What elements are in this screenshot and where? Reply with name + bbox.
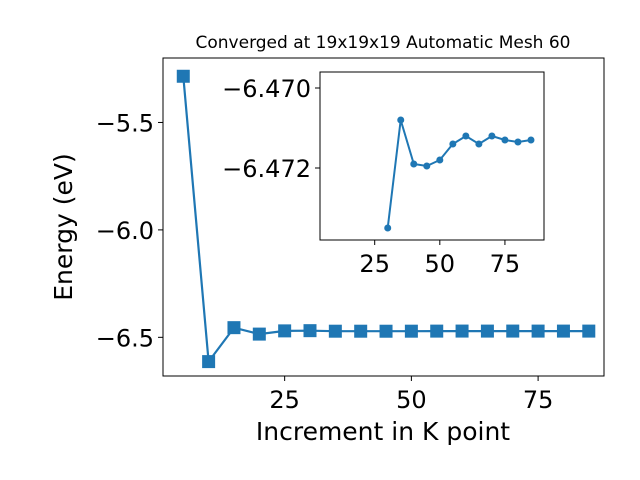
main-data-point bbox=[404, 324, 418, 338]
inset-data-point bbox=[410, 160, 418, 168]
main-data-point bbox=[202, 355, 216, 369]
main-data-point bbox=[176, 69, 190, 83]
main-data-point bbox=[506, 324, 520, 338]
main-data-point bbox=[531, 324, 545, 338]
main-data-point bbox=[556, 324, 570, 338]
inset-data-point bbox=[423, 162, 431, 170]
main-data-point bbox=[455, 324, 469, 338]
main-data-point bbox=[278, 324, 292, 338]
main-y-tick-label: −6.5 bbox=[96, 324, 154, 352]
inset-y-tick-label: −6.472 bbox=[222, 155, 311, 183]
inset-data-point bbox=[475, 140, 483, 148]
main-x-tick-label: 25 bbox=[269, 386, 300, 414]
inset-data-point bbox=[397, 116, 405, 124]
inset-frame bbox=[319, 71, 545, 241]
inset-data-point bbox=[514, 138, 522, 146]
main-data-point bbox=[227, 321, 241, 335]
y-axis-label: Energy (eV) bbox=[49, 153, 78, 300]
inset-data-point bbox=[527, 136, 535, 144]
main-data-point bbox=[354, 324, 368, 338]
inset-data-point bbox=[488, 132, 496, 140]
inset-data-point bbox=[449, 140, 457, 148]
main-data-point bbox=[252, 327, 266, 341]
main-data-point bbox=[582, 324, 596, 338]
main-x-tick-label: 75 bbox=[523, 386, 554, 414]
inset-data-point bbox=[501, 136, 509, 144]
main-data-point bbox=[379, 324, 393, 338]
chart-title: Converged at 19x19x19 Automatic Mesh 60 bbox=[196, 33, 571, 53]
inset-data-point bbox=[384, 224, 392, 232]
inset-y-tick-label: −6.470 bbox=[222, 75, 311, 103]
inset-data-point bbox=[436, 156, 444, 164]
main-data-point bbox=[480, 324, 494, 338]
main-y-tick-label: −5.5 bbox=[96, 109, 154, 137]
inset-x-tick-label: 50 bbox=[425, 250, 456, 278]
inset-data-point bbox=[462, 132, 470, 140]
inset-x-tick-label: 25 bbox=[359, 250, 390, 278]
inset-plot-area: 25 50 75 −6.472 −6.470 bbox=[222, 71, 545, 278]
main-data-point bbox=[328, 324, 342, 338]
main-data-point bbox=[430, 324, 444, 338]
main-data-point bbox=[303, 324, 317, 338]
main-x-tick-label: 50 bbox=[396, 386, 427, 414]
inset-x-tick-label: 75 bbox=[490, 250, 521, 278]
main-y-tick-label: −6.0 bbox=[96, 217, 154, 245]
x-axis-label: Increment in K point bbox=[256, 417, 510, 446]
